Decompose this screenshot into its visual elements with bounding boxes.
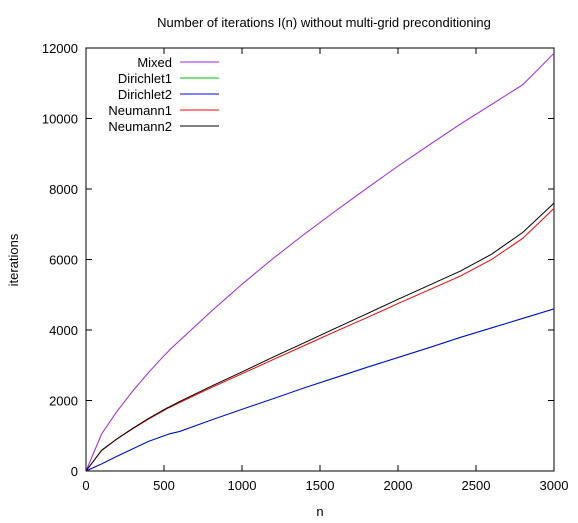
legend-label: Dirichlet2: [118, 87, 172, 102]
y-tick-label: 4000: [49, 323, 78, 338]
series-line-neumann1: [85, 208, 555, 472]
y-axis-label: iterations: [6, 233, 21, 286]
x-axis-label: n: [316, 504, 323, 519]
x-tick-label: 1000: [228, 478, 257, 493]
series-line-mixed: [85, 52, 555, 472]
legend-label: Mixed: [137, 55, 172, 70]
legend: MixedDirichlet1Dirichlet2Neumann1Neumann…: [108, 55, 219, 134]
y-tick-label: 10000: [42, 112, 78, 127]
y-tick-label: 12000: [42, 41, 78, 56]
y-tick-label: 8000: [49, 182, 78, 197]
legend-label: Neumann2: [108, 119, 172, 134]
series-line-dirichlet2: [85, 308, 555, 472]
legend-label: Dirichlet1: [118, 71, 172, 86]
chart-title: Number of iterations I(n) without multi-…: [157, 15, 491, 30]
series-lines: [85, 52, 555, 472]
series-line-dirichlet1: [85, 308, 555, 472]
x-tick-label: 2000: [384, 478, 413, 493]
legend-label: Neumann1: [108, 103, 172, 118]
series-line-neumann2: [85, 202, 555, 472]
y-tick-label: 2000: [49, 394, 78, 409]
x-tick-label: 2500: [462, 478, 491, 493]
y-tick-label: 0: [71, 464, 78, 479]
x-tick-label: 500: [153, 478, 175, 493]
x-tick-label: 1500: [306, 478, 335, 493]
axis-ticks: 0 500 1000 1500 2000 2500 3000 0 2000 4000 6000 800…: [42, 41, 569, 493]
x-tick-label: 0: [82, 478, 89, 493]
y-tick-label: 6000: [49, 253, 78, 268]
x-tick-label: 3000: [540, 478, 569, 493]
